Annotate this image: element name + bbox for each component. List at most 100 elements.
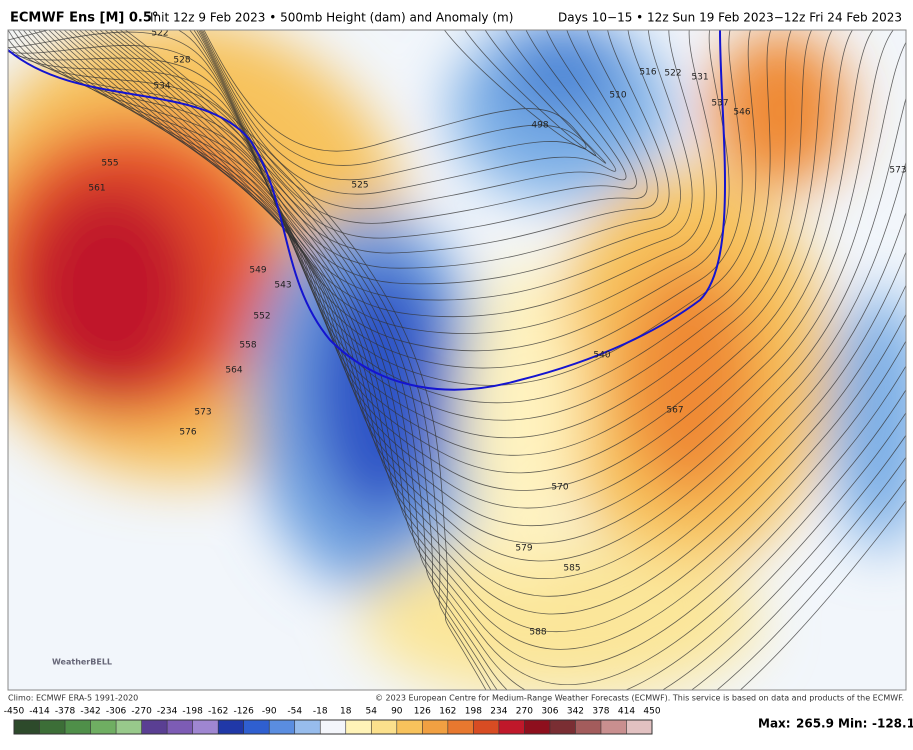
colorbar-tick-label: 18 bbox=[340, 707, 352, 717]
colorbar-swatch bbox=[39, 720, 66, 734]
model-title: ECMWF Ens [M] 0.5° bbox=[10, 11, 158, 26]
colorbar-swatch bbox=[345, 720, 372, 734]
contour-line bbox=[89, 30, 906, 650]
contour-label: 537 bbox=[711, 99, 728, 109]
max-label: Max: bbox=[758, 717, 791, 731]
colorbar-swatch bbox=[575, 720, 601, 734]
colorbar-tick-label: 126 bbox=[414, 707, 431, 717]
contour-line bbox=[193, 30, 648, 239]
contour-label: 558 bbox=[239, 341, 256, 351]
colorbar-frame bbox=[13, 719, 653, 735]
contour-label: 534 bbox=[153, 82, 170, 92]
min-value: -128.1 bbox=[872, 717, 913, 731]
contour-line bbox=[12, 30, 757, 386]
colorbar-tick-label: -162 bbox=[208, 707, 228, 717]
colorbar-tick-label: 198 bbox=[465, 707, 482, 717]
colorbar-swatch bbox=[320, 720, 346, 734]
contour-line bbox=[63, 30, 906, 562]
colorbar-swatch bbox=[524, 720, 550, 734]
contour-label: 510 bbox=[609, 91, 626, 101]
contour-label: 561 bbox=[88, 184, 105, 194]
contour-label: 549 bbox=[249, 266, 266, 276]
contour-label: 552 bbox=[253, 312, 270, 322]
colorbar-tick-label: 378 bbox=[592, 707, 609, 717]
colorbar-tick-label: -342 bbox=[80, 707, 100, 717]
contour-line bbox=[84, 30, 906, 632]
colorbar-tick-label: 342 bbox=[567, 707, 584, 717]
contour-label: 567 bbox=[666, 406, 683, 416]
colorbar-swatch bbox=[600, 720, 627, 734]
colorbar-tick-label: -378 bbox=[55, 707, 76, 717]
colorbar-tick-label: -306 bbox=[106, 707, 127, 717]
contour-label: 588 bbox=[529, 628, 546, 638]
contour-line bbox=[99, 30, 906, 686]
contour-label: 525 bbox=[351, 181, 368, 191]
colorbar-swatch bbox=[422, 720, 448, 734]
contour-line bbox=[196, 30, 637, 224]
contour-label: 516 bbox=[639, 68, 656, 78]
contour-label: 570 bbox=[551, 483, 568, 493]
colorbar-swatch bbox=[167, 720, 193, 734]
contour-label: 498 bbox=[531, 121, 548, 131]
colorbar-tick-label: -18 bbox=[313, 707, 328, 717]
contour-line bbox=[8, 30, 670, 269]
logo: WeatherBELL bbox=[52, 658, 112, 667]
contour-line bbox=[17, 30, 772, 404]
contour-line bbox=[125, 30, 906, 690]
contour-line bbox=[28, 30, 812, 439]
colorbar-tick-label: -234 bbox=[157, 707, 178, 717]
colorbar-tick-label: 54 bbox=[366, 707, 378, 717]
contour-label: 579 bbox=[515, 544, 532, 554]
colorbar-tick-label: -126 bbox=[233, 707, 254, 717]
colorbar-tick-label: -270 bbox=[131, 707, 152, 717]
contour-line bbox=[33, 30, 833, 456]
contour-label: 576 bbox=[179, 428, 196, 438]
contour-label: 585 bbox=[563, 564, 580, 574]
contour-label: 555 bbox=[101, 159, 118, 169]
contour-line bbox=[8, 30, 717, 335]
colorbar-swatch bbox=[65, 720, 91, 734]
colorbar-swatch bbox=[192, 720, 219, 734]
contour-line bbox=[109, 30, 906, 690]
contour-label: 573 bbox=[889, 166, 906, 176]
540-contour bbox=[8, 30, 726, 391]
contour-line bbox=[74, 30, 906, 597]
colorbar-swatch bbox=[549, 720, 576, 734]
climo-note: Climo: ECMWF ERA-5 1991-2020 bbox=[8, 694, 138, 703]
subtitle: Init 12z 9 Feb 2023 • 500mb Height (dam)… bbox=[150, 11, 513, 25]
colorbar-swatch bbox=[90, 720, 117, 734]
colorbar-swatch bbox=[294, 720, 321, 734]
colorbar-tick-label: -450 bbox=[4, 707, 25, 717]
colorbar-tick-label: -414 bbox=[29, 707, 50, 717]
colorbar-tick-label: -54 bbox=[287, 707, 302, 717]
colorbar-swatch bbox=[371, 720, 397, 734]
valid-time: Days 10−15 • 12z Sun 19 Feb 2023−12z Fri… bbox=[558, 11, 902, 25]
copyright: © 2023 European Centre for Medium-Range … bbox=[375, 694, 904, 703]
colorbar-swatch bbox=[473, 720, 499, 734]
colorbar-swatch bbox=[269, 720, 295, 734]
contour-line bbox=[202, 30, 597, 166]
contour-label: 540 bbox=[593, 351, 610, 361]
contour-line bbox=[94, 30, 906, 668]
colorbar-tick-label: -198 bbox=[182, 707, 203, 717]
contour-label: 522 bbox=[664, 69, 681, 79]
map-frame bbox=[7, 29, 907, 691]
contour-line bbox=[8, 30, 705, 318]
colorbar-swatch bbox=[396, 720, 423, 734]
colorbar-tick-label: 162 bbox=[439, 707, 456, 717]
contour-label: 522 bbox=[151, 29, 168, 39]
contour-line bbox=[104, 30, 906, 690]
contour-line bbox=[114, 30, 906, 690]
contour-label: 531 bbox=[691, 73, 708, 83]
max-value: 265.9 bbox=[796, 717, 834, 731]
colorbar-swatch bbox=[626, 720, 652, 734]
colorbar-tick-label: 90 bbox=[391, 707, 403, 717]
contour-line bbox=[188, 30, 659, 254]
contour-label: 546 bbox=[733, 108, 750, 118]
contour-line bbox=[8, 30, 693, 301]
colorbar-swatch bbox=[141, 720, 168, 734]
contour-line bbox=[79, 30, 906, 615]
